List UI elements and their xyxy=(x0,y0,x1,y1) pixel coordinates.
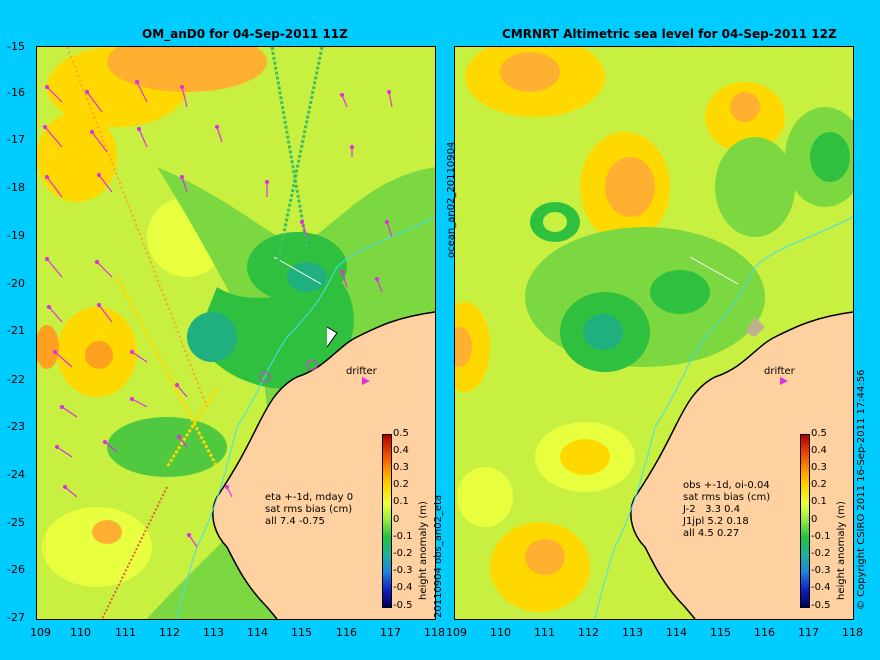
y-tick: -26 xyxy=(7,563,25,576)
x-tick: 118 xyxy=(424,626,445,639)
cbar-tick: 0.1 xyxy=(811,496,827,507)
left-drifter-label: drifter xyxy=(346,366,377,377)
left-map-title: OM_anD0 for 04-Sep-2011 11Z xyxy=(142,27,348,41)
x-tick: 114 xyxy=(247,626,268,639)
right-stats-text: obs +-1d, oi-0.04 sat rms bias (cm) J-2 … xyxy=(683,480,771,539)
y-tick: -22 xyxy=(7,373,25,386)
y-tick: -15 xyxy=(7,40,25,53)
cbar-tick: -0.4 xyxy=(393,582,413,593)
y-tick: -25 xyxy=(7,516,25,529)
x-tick: 111 xyxy=(115,626,136,639)
x-tick: 110 xyxy=(490,626,511,639)
right-colorbar-label: height anomaly (m) xyxy=(836,501,847,600)
x-tick: 116 xyxy=(336,626,357,639)
left-stats-text: eta +-1d, mday 0 sat rms bias (cm) all 7… xyxy=(265,492,354,527)
x-tick: 112 xyxy=(159,626,180,639)
x-tick: 115 xyxy=(291,626,312,639)
x-tick: 115 xyxy=(710,626,731,639)
left-colorbar-label: height anomaly (m) xyxy=(418,501,429,600)
x-tick: 110 xyxy=(70,626,91,639)
cbar-tick: 0.2 xyxy=(811,479,827,490)
y-tick: -24 xyxy=(7,468,25,481)
x-tick: 117 xyxy=(380,626,401,639)
left-side-label: 20110904 obs_an02_eta xyxy=(433,494,444,618)
cbar-tick: 0.2 xyxy=(393,479,409,490)
cbar-tick: 0 xyxy=(393,514,400,525)
cbar-tick: 0.3 xyxy=(811,462,827,473)
x-tick: 113 xyxy=(203,626,224,639)
cbar-tick: -0.4 xyxy=(811,582,831,593)
cbar-tick: -0.3 xyxy=(393,565,413,576)
cbar-tick: 0.4 xyxy=(393,445,409,456)
x-tick: 113 xyxy=(622,626,643,639)
y-tick: -23 xyxy=(7,420,25,433)
cbar-tick: 0 xyxy=(811,514,818,525)
cbar-tick: 0.1 xyxy=(393,496,409,507)
left-sea-level-map xyxy=(36,46,436,620)
x-tick: 109 xyxy=(30,626,51,639)
left-colorbar-gradient xyxy=(382,434,392,608)
x-tick: 112 xyxy=(578,626,599,639)
cbar-tick: 0.3 xyxy=(393,462,409,473)
cbar-tick: -0.2 xyxy=(393,548,413,559)
cbar-tick: -0.3 xyxy=(811,565,831,576)
y-tick: -17 xyxy=(7,133,25,146)
cbar-tick: -0.5 xyxy=(811,600,831,611)
y-tick: -20 xyxy=(7,277,25,290)
x-tick: 116 xyxy=(754,626,775,639)
x-tick: 118 xyxy=(842,626,863,639)
left-map-canvas xyxy=(37,47,435,619)
cbar-tick: -0.5 xyxy=(393,600,413,611)
cbar-tick: 0.5 xyxy=(393,428,409,439)
cbar-tick: -0.1 xyxy=(811,531,831,542)
cbar-tick: -0.2 xyxy=(811,548,831,559)
x-tick: 117 xyxy=(798,626,819,639)
y-tick: -18 xyxy=(7,181,25,194)
cbar-tick: 0.4 xyxy=(811,445,827,456)
right-sea-level-map xyxy=(454,46,854,620)
right-map-title: CMRNRT Altimetric sea level for 04-Sep-2… xyxy=(502,27,837,41)
cbar-tick: -0.1 xyxy=(393,531,413,542)
x-tick: 114 xyxy=(666,626,687,639)
y-tick: -16 xyxy=(7,86,25,99)
y-tick: -27 xyxy=(7,611,25,624)
cbar-tick: 0.5 xyxy=(811,428,827,439)
x-tick: 109 xyxy=(446,626,467,639)
right-map-canvas xyxy=(455,47,853,619)
right-drifter-label: drifter xyxy=(764,366,795,377)
right-side-label: ocean_an02_20110904 xyxy=(446,141,457,258)
y-tick: -21 xyxy=(7,324,25,337)
y-tick: -19 xyxy=(7,229,25,242)
x-tick: 111 xyxy=(534,626,555,639)
copyright-text: © Copyright CSIRO 2011 16-Sep-2011 17:44… xyxy=(856,369,867,610)
right-colorbar-gradient xyxy=(800,434,810,608)
